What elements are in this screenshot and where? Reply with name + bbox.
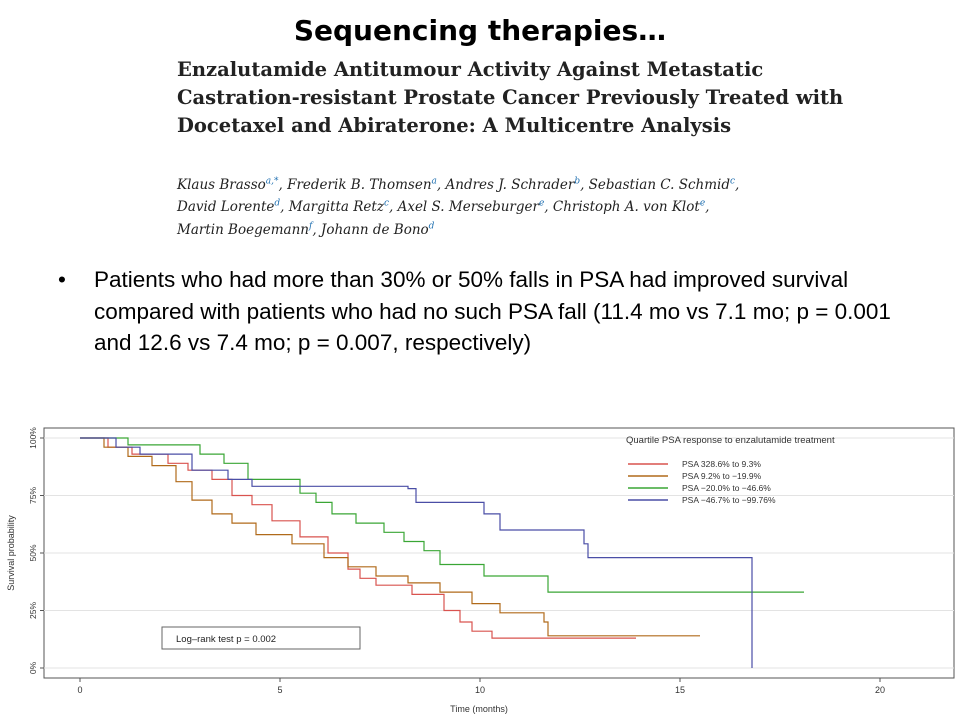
y-tick-label: 25%: [28, 602, 38, 619]
author: Axel S. Merseburgere,: [397, 198, 553, 216]
author: Sebastian C. Schmidc,: [588, 176, 740, 193]
y-tick-label: 100%: [28, 427, 38, 449]
paper-authors: Klaus Brassoa,*, Frederik B. Thomsena, A…: [177, 172, 877, 240]
author: Andres J. Schraderb,: [445, 176, 589, 193]
y-gridlines: [44, 437, 954, 669]
author: David Lorented,: [177, 198, 289, 216]
author: Frederik B. Thomsena,: [287, 176, 446, 193]
author-name: Margitta Retz: [288, 199, 384, 215]
paper-title-line: Enzalutamide Antitumour Activity Against…: [177, 58, 764, 81]
author-name: Klaus Brasso: [177, 176, 266, 193]
x-axis-label: Time (months): [450, 704, 508, 714]
author-affiliation: d: [428, 221, 435, 231]
annotation-text: Log–rank test p = 0.002: [176, 634, 276, 645]
paper-title-line: Castration-resistant Prostate Cancer Pre…: [177, 86, 844, 109]
author: Martin Boegemannf,: [177, 221, 321, 238]
author-affiliation: e: [699, 198, 706, 209]
legend-label: PSA −46.7% to −99.76%: [682, 495, 776, 505]
legend-title: Quartile PSA response to enzalutamide tr…: [626, 435, 835, 446]
x-tick-label: 15: [675, 685, 685, 695]
legend-label: PSA −20.0% to −46.6%: [682, 483, 771, 493]
author: Klaus Brassoa,*,: [177, 176, 288, 193]
y-tick-label: 50%: [28, 544, 38, 561]
paper-title: Enzalutamide Antitumour Activity Against…: [177, 56, 897, 140]
author-affiliation: c: [730, 176, 736, 186]
km-curve: [80, 437, 700, 637]
author-affiliation: a,*: [265, 176, 279, 186]
author-name: Martin Boegemann: [177, 221, 309, 238]
x-tick-label: 10: [475, 685, 485, 695]
author-affiliation: a: [431, 176, 437, 186]
km-curve: [80, 437, 804, 593]
author-name: Frederik B. Thomsen: [287, 176, 432, 193]
y-axis-label: Survival probability: [6, 515, 16, 591]
x-tick-label: 0: [77, 685, 82, 695]
author-affiliation: d: [274, 198, 281, 209]
author-name: Axel S. Merseburger: [397, 199, 539, 215]
author: Johann de Bonod: [320, 221, 435, 238]
author-name: David Lorente: [177, 199, 275, 215]
x-tick-label: 5: [277, 685, 282, 695]
legend-label: PSA 328.6% to 9.3%: [682, 459, 761, 469]
annotation-box: [161, 626, 361, 650]
km-curve: [80, 437, 753, 668]
axes: 0% 25% 50% 75% 100% 0 5 10 15 20: [28, 427, 885, 695]
x-tick-label: 20: [875, 685, 885, 695]
author: Margitta Retzc,: [288, 198, 398, 216]
series-layer: [80, 437, 804, 668]
bullet-marker: •: [58, 267, 66, 292]
slide-title: Sequencing therapies…: [293, 14, 667, 47]
author-affiliation: c: [383, 198, 389, 209]
author-name: Andres J. Schrader: [445, 176, 575, 193]
author: Christoph A. von Klote,: [552, 198, 710, 216]
survival-chart: 0% 25% 50% 75% 100% 0 5 10 15 20 Quartile PSA res…: [0, 420, 960, 720]
author-affiliation: f: [308, 221, 313, 231]
y-tick-label: 0%: [28, 661, 38, 674]
chart-legend: Quartile PSA response to enzalutamide tr…: [626, 435, 835, 505]
legend-label: PSA 9.2% to −19.9%: [682, 471, 762, 481]
author-name: Johann de Bono: [320, 221, 429, 238]
author-affiliation: e: [538, 198, 545, 209]
y-tick-label: 75%: [28, 487, 38, 504]
km-curve: [80, 437, 636, 639]
author-affiliation: b: [574, 176, 581, 186]
bullet-text: Patients who had more than 30% or 50% fa…: [94, 267, 891, 355]
author-name: Christoph A. von Klot: [552, 199, 700, 215]
paper-title-line: Docetaxel and Abiraterone: A Multicentre…: [177, 114, 732, 137]
author-name: Sebastian C. Schmid: [588, 176, 730, 193]
